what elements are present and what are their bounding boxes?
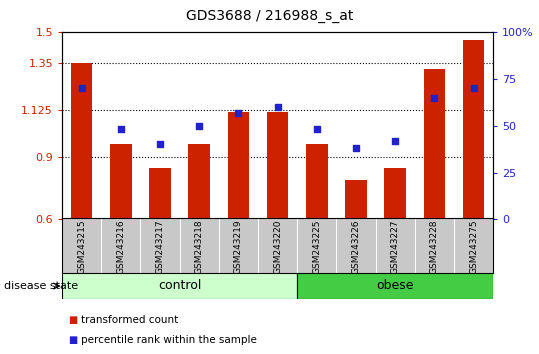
Text: GSM243217: GSM243217 — [155, 219, 164, 274]
Point — [391, 138, 399, 143]
Point — [273, 104, 282, 110]
Text: GSM243228: GSM243228 — [430, 219, 439, 274]
Bar — [424, 69, 445, 219]
Point — [156, 142, 164, 147]
Text: GSM243215: GSM243215 — [77, 219, 86, 274]
Text: disease state: disease state — [4, 281, 79, 291]
Bar — [306, 144, 328, 219]
Bar — [345, 180, 367, 219]
Point — [234, 110, 243, 115]
Text: control: control — [158, 279, 201, 292]
Text: ■: ■ — [68, 335, 78, 345]
Text: GSM243216: GSM243216 — [116, 219, 125, 274]
Bar — [189, 144, 210, 219]
Point — [469, 85, 478, 91]
Bar — [227, 112, 249, 219]
Text: GSM243219: GSM243219 — [234, 219, 243, 274]
Text: GSM243275: GSM243275 — [469, 219, 478, 274]
Text: transformed count: transformed count — [81, 315, 178, 325]
Bar — [384, 169, 406, 219]
Text: ■: ■ — [68, 315, 78, 325]
Text: GSM243226: GSM243226 — [351, 219, 361, 274]
Point — [77, 85, 86, 91]
Text: obese: obese — [376, 279, 414, 292]
Bar — [71, 63, 92, 219]
Text: GSM243220: GSM243220 — [273, 219, 282, 274]
Point — [430, 95, 439, 101]
Point — [195, 123, 204, 129]
Bar — [62, 273, 297, 299]
Bar — [110, 144, 132, 219]
Point — [116, 127, 125, 132]
Text: GDS3688 / 216988_s_at: GDS3688 / 216988_s_at — [186, 9, 353, 23]
Text: percentile rank within the sample: percentile rank within the sample — [81, 335, 257, 345]
Text: GSM243225: GSM243225 — [312, 219, 321, 274]
Point — [313, 127, 321, 132]
Bar — [463, 40, 485, 219]
Point — [351, 145, 360, 151]
Bar — [149, 169, 171, 219]
Bar — [297, 273, 493, 299]
Bar — [267, 112, 288, 219]
Text: GSM243218: GSM243218 — [195, 219, 204, 274]
Text: GSM243227: GSM243227 — [391, 219, 400, 274]
